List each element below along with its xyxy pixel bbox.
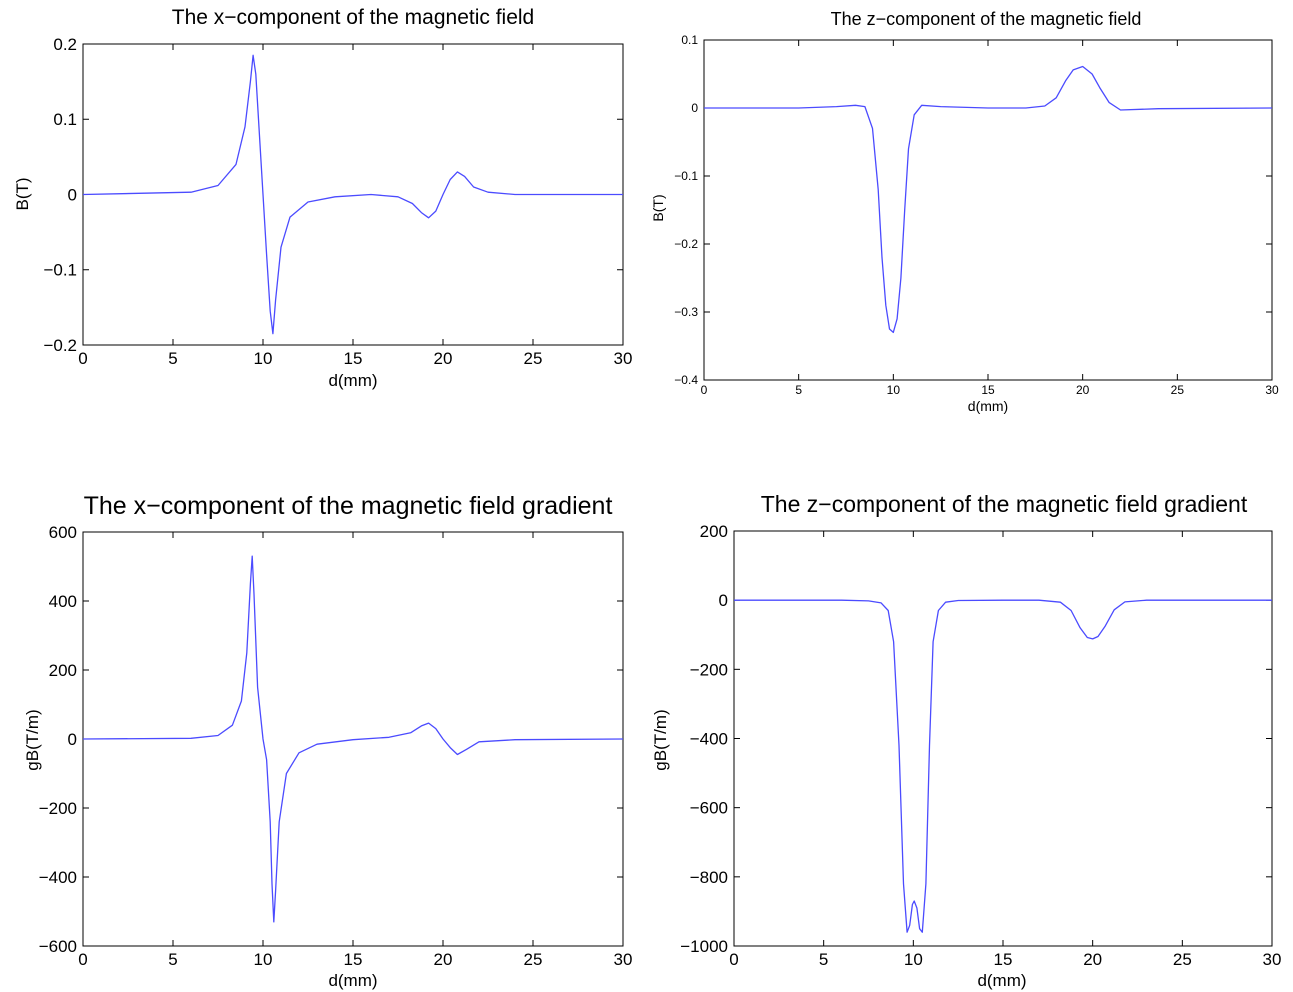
x-tick-label: 20 (1076, 383, 1090, 397)
y-tick-label: −400 (39, 868, 77, 887)
x-axis-label: d(mm) (977, 971, 1026, 990)
chart-title: The z−component of the magnetic field gr… (761, 491, 1248, 517)
y-tick-label: −0.3 (674, 305, 698, 319)
x-tick-label: 25 (524, 349, 543, 368)
x-tick-label: 0 (78, 349, 87, 368)
x-tick-label: 25 (1173, 950, 1192, 969)
y-tick-label: 0.1 (681, 33, 698, 47)
y-axis-label: B(T) (13, 177, 32, 210)
series-line (82, 555, 624, 923)
x-tick-label: 10 (904, 950, 923, 969)
x-tick-label: 15 (994, 950, 1013, 969)
x-tick-label: 10 (887, 383, 901, 397)
y-tick-label: 0 (68, 185, 77, 204)
chart-gbz: The z−component of the magnetic field gr… (651, 491, 1281, 990)
x-tick-label: 20 (434, 349, 453, 368)
x-tick-label: 5 (819, 950, 828, 969)
x-tick-label: 5 (168, 349, 177, 368)
y-tick-label: 200 (700, 522, 728, 541)
x-tick-label: 0 (78, 950, 87, 969)
x-tick-label: 15 (344, 950, 363, 969)
y-tick-label: −600 (690, 799, 728, 818)
x-tick-label: 0 (701, 383, 708, 397)
chart-gbx: The x−component of the magnetic field gr… (23, 492, 632, 990)
x-tick-label: 30 (614, 950, 633, 969)
y-tick-label: −0.1 (674, 169, 698, 183)
y-tick-label: −600 (39, 937, 77, 956)
x-tick-label: 5 (795, 383, 802, 397)
x-tick-label: 15 (344, 349, 363, 368)
y-tick-label: −400 (690, 729, 728, 748)
x-tick-label: 25 (524, 950, 543, 969)
y-tick-label: 0 (68, 730, 77, 749)
x-tick-label: 20 (434, 950, 453, 969)
x-tick-label: 25 (1171, 383, 1185, 397)
x-axis-label: d(mm) (328, 971, 377, 990)
y-tick-label: 200 (49, 661, 77, 680)
y-tick-label: −800 (690, 868, 728, 887)
y-tick-label: 0 (719, 591, 728, 610)
y-tick-label: −0.2 (43, 336, 77, 355)
y-tick-label: −0.4 (674, 373, 698, 387)
y-tick-label: 0.2 (53, 35, 77, 54)
x-tick-label: 5 (168, 950, 177, 969)
y-tick-label: 0 (691, 101, 698, 115)
y-tick-label: 400 (49, 592, 77, 611)
y-tick-label: −0.1 (43, 261, 77, 280)
x-tick-label: 30 (1265, 383, 1279, 397)
chart-bx: The x−component of the magnetic field d(… (13, 6, 632, 390)
series-line (734, 599, 1272, 933)
x-tick-label: 0 (729, 950, 738, 969)
series-line (704, 65, 1273, 334)
x-axis-label: d(mm) (968, 398, 1008, 414)
x-tick-label: 20 (1083, 950, 1102, 969)
y-axis-label: B(T) (650, 194, 666, 221)
x-tick-label: 30 (1263, 950, 1282, 969)
chart-title: The x−component of the magnetic field gr… (84, 492, 613, 520)
y-tick-label: −0.2 (674, 237, 698, 251)
x-tick-label: 10 (254, 349, 273, 368)
y-tick-label: −1000 (680, 937, 728, 956)
y-tick-label: −200 (39, 799, 77, 818)
x-tick-label: 15 (981, 383, 995, 397)
x-tick-label: 10 (254, 950, 273, 969)
y-tick-label: 0.1 (53, 110, 77, 129)
chart-bz: The z−component of the magnetic field d(… (650, 9, 1279, 414)
y-axis-label: gB(T/m) (651, 709, 670, 770)
y-axis-label: gB(T/m) (23, 709, 42, 770)
y-tick-label: 600 (49, 523, 77, 542)
y-tick-label: −200 (690, 660, 728, 679)
x-axis-label: d(mm) (328, 371, 377, 390)
chart-title: The x−component of the magnetic field (172, 6, 534, 29)
x-tick-label: 30 (614, 349, 633, 368)
chart-title: The z−component of the magnetic field (831, 9, 1142, 29)
series-line (82, 54, 623, 335)
